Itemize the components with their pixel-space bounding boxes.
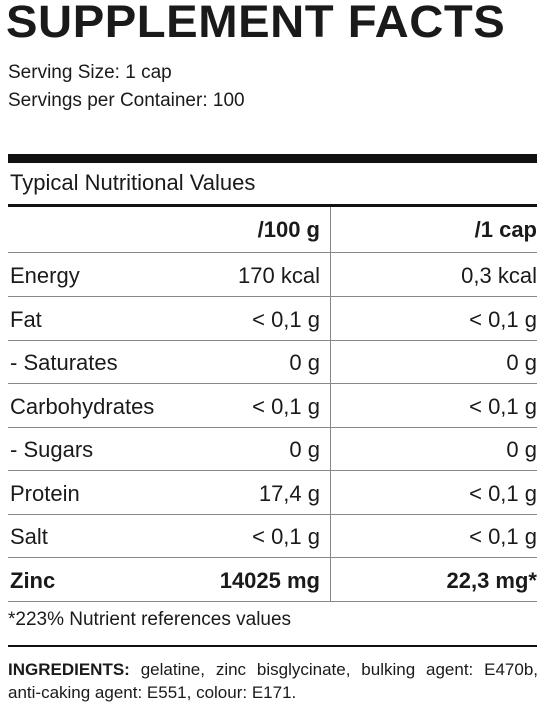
nutrient-name: - Sugars [10, 437, 94, 462]
servings-per-container: Servings per Container: 100 [8, 90, 245, 111]
nutrient-name: Energy [10, 263, 80, 288]
ingredients-text: gelatine, zinc bisglycinate, bulking age… [8, 660, 539, 702]
nutrient-value: < 0,1 g [469, 480, 537, 506]
table-caption: Typical Nutritional Values [10, 170, 256, 195]
ingredients-label: INGREDIENTS: [8, 660, 130, 679]
table-row: Energy 170 kcal 0,3 kcal [8, 253, 537, 297]
nutrient-value: < 0,1 g [252, 524, 320, 549]
table-row: Salt < 0,1 g < 0,1 g [8, 514, 537, 558]
nutrient-value: < 0,1 g [252, 306, 320, 332]
rule [8, 645, 537, 647]
table-row: - Sugars 0 g 0 g [8, 427, 537, 471]
nutrient-value: < 0,1 g [469, 393, 537, 419]
nutrient-name: Carbohydrates [10, 393, 155, 419]
nutrient-name: Salt [10, 524, 48, 549]
table-row: Zinc 14025 mg 22,3 mg* [8, 558, 537, 602]
column-header: /1 cap [474, 217, 537, 242]
title: SUPPLEMENT FACTS [6, 0, 506, 47]
table-row: - Saturates 0 g 0 g [8, 340, 537, 384]
ingredients: INGREDIENTS: gelatine, zinc bisglycinate… [8, 658, 538, 704]
nutrient-value: < 0,1 g [469, 524, 537, 549]
table-row: Fat < 0,1 g < 0,1 g [8, 297, 537, 341]
nutrient-name: Fat [10, 306, 42, 332]
column-header: /100 g [257, 217, 320, 242]
nutrient-name: Protein [10, 480, 80, 506]
nutrient-value: 17,4 g [258, 480, 320, 506]
nutrient-value: 0 g [289, 437, 320, 462]
nutrient-value: 0 g [506, 437, 537, 462]
nutrient-name: - Saturates [10, 350, 118, 375]
footnote: *223% Nutrient references values [8, 609, 292, 630]
nutrient-value: 0 g [289, 350, 320, 375]
nutrient-value: 170 kcal [238, 263, 320, 288]
header-row: /100 g/1 cap [8, 207, 537, 253]
rule [8, 204, 537, 207]
nutrient-value: < 0,1 g [252, 393, 320, 419]
nutrient-value: 0,3 kcal [461, 263, 537, 288]
serving-size: Serving Size: 1 cap [8, 62, 172, 83]
nutrient-name: Zinc [10, 567, 56, 593]
thick-rule [8, 154, 537, 163]
nutrient-value: < 0,1 g [469, 306, 537, 332]
nutrient-value: 0 g [506, 350, 537, 375]
nutrient-value: 22,3 mg* [446, 567, 538, 593]
nutrient-value: 14025 mg [219, 567, 320, 593]
table-row: Protein 17,4 g < 0,1 g [8, 471, 537, 515]
table-row: Carbohydrates < 0,1 g < 0,1 g [8, 384, 537, 428]
column-separator [330, 207, 331, 601]
